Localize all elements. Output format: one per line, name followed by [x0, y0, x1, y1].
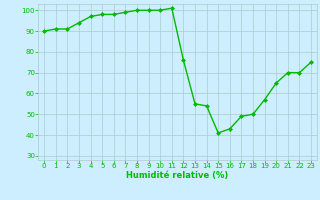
X-axis label: Humidité relative (%): Humidité relative (%) — [126, 171, 229, 180]
